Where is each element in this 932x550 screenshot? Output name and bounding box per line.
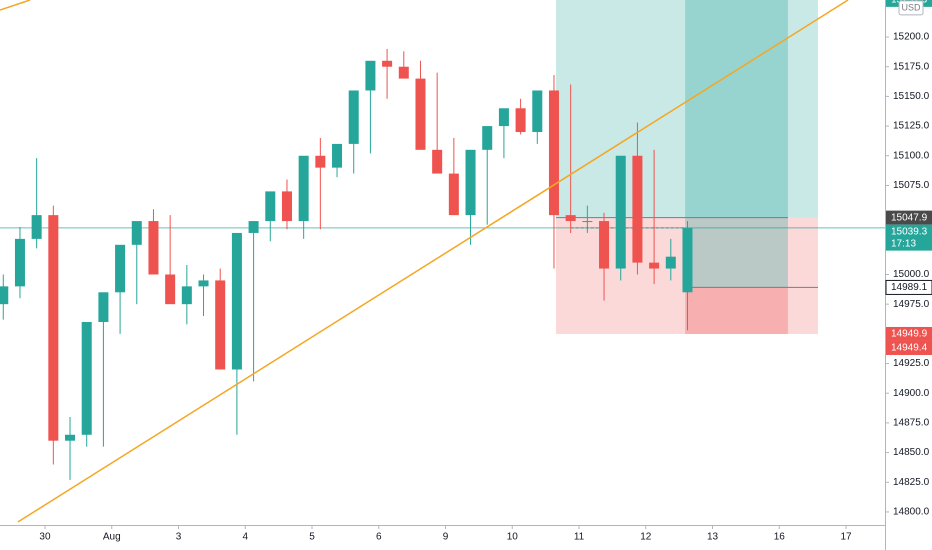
y-tick-label: 14800.0 [893,507,930,518]
currency-box [898,0,924,16]
price-badge-label: 15047.9 [891,212,928,223]
x-tick-label: 6 [376,532,382,543]
price-badge-label: 14949.4 [891,343,928,354]
candle-body [332,143,343,168]
plot-area [0,0,885,523]
price-badge [886,340,932,355]
candle-body [632,155,643,263]
y-tick-label: 14825.0 [893,477,930,488]
x-tick-label: 16 [774,532,786,543]
x-tick-label: 17 [840,532,852,543]
candle-body [599,221,610,269]
x-tick-label: 4 [242,532,248,543]
candle-body [498,108,509,127]
candle-body [582,221,593,223]
candle-body [165,274,176,305]
candle-body [115,244,126,293]
price-badge-label: 14949.9 [891,329,928,340]
target-zone [555,0,818,218]
y-tick-label: 14875.0 [893,418,930,429]
candle-body [398,66,409,79]
candle-body [565,215,576,222]
candle-body [14,238,25,287]
trend-line [17,0,849,523]
candle-body [98,292,109,322]
x-tick-label: 3 [176,532,182,543]
candle-body [198,280,209,287]
candle-body [382,60,393,67]
y-tick-label: 15000.0 [893,269,930,280]
candle-body [515,108,526,133]
candle-body [0,286,9,305]
y-tick-label: 15100.0 [893,150,930,161]
candle-body [281,191,292,222]
y-tick-label: 14975.0 [893,299,930,310]
active-profit-zone [685,0,788,288]
x-tick-label: 5 [309,532,315,543]
countdown: 17:13 [891,238,916,249]
candle-body [131,221,142,245]
candle-body [265,191,276,222]
x-tick-label: 30 [39,532,51,543]
candle-body [298,155,309,222]
candle-body [181,286,192,305]
candle-body [448,173,459,216]
price-badge-label: 15039.3 [891,226,928,237]
candle-body [482,126,493,150]
y-tick-label: 15175.0 [893,61,930,72]
y-tick-label: 14900.0 [893,388,930,399]
y-tick-label: 15200.0 [893,32,930,43]
candle-body [215,280,226,370]
candle-body [465,149,476,216]
candle-body [548,90,559,216]
trend-line [0,0,31,11]
x-tick-label: 10 [507,532,519,543]
candle-body [682,227,693,293]
candle-body [649,262,660,269]
y-tick-label: 14850.0 [893,447,930,458]
candle-body [615,155,626,269]
candle-body [365,60,376,91]
y-tick-label: 15125.0 [893,121,930,132]
x-tick-label: Aug [103,532,121,543]
candle-body [348,90,359,144]
candle-body [231,232,242,370]
candle-body [31,215,42,239]
price-badge [885,279,932,295]
candle-body [532,90,543,133]
x-tick-label: 12 [640,532,652,543]
y-tick-label: 14925.0 [893,358,930,369]
candle-body [432,149,443,174]
price-badge [886,326,932,341]
price-badge-label: 14989.1 [891,282,928,293]
price-badge [886,210,932,225]
candle-body [315,155,326,168]
candle-body [65,434,76,441]
y-tick-label: 15150.0 [893,91,930,102]
x-tick-label: 13 [707,532,719,543]
candle-body [665,256,676,269]
candle-body [81,321,92,435]
candle-body [148,221,159,275]
y-tick-label: 15075.0 [893,180,930,191]
active-loss-zone [685,287,788,334]
candle-body [415,78,426,150]
currency: USD [901,2,921,12]
candle-body [48,215,59,441]
price-badge [886,224,932,251]
candle-body [248,221,259,233]
x-tick-label: 11 [574,532,585,543]
x-tick-label: 9 [443,532,449,543]
